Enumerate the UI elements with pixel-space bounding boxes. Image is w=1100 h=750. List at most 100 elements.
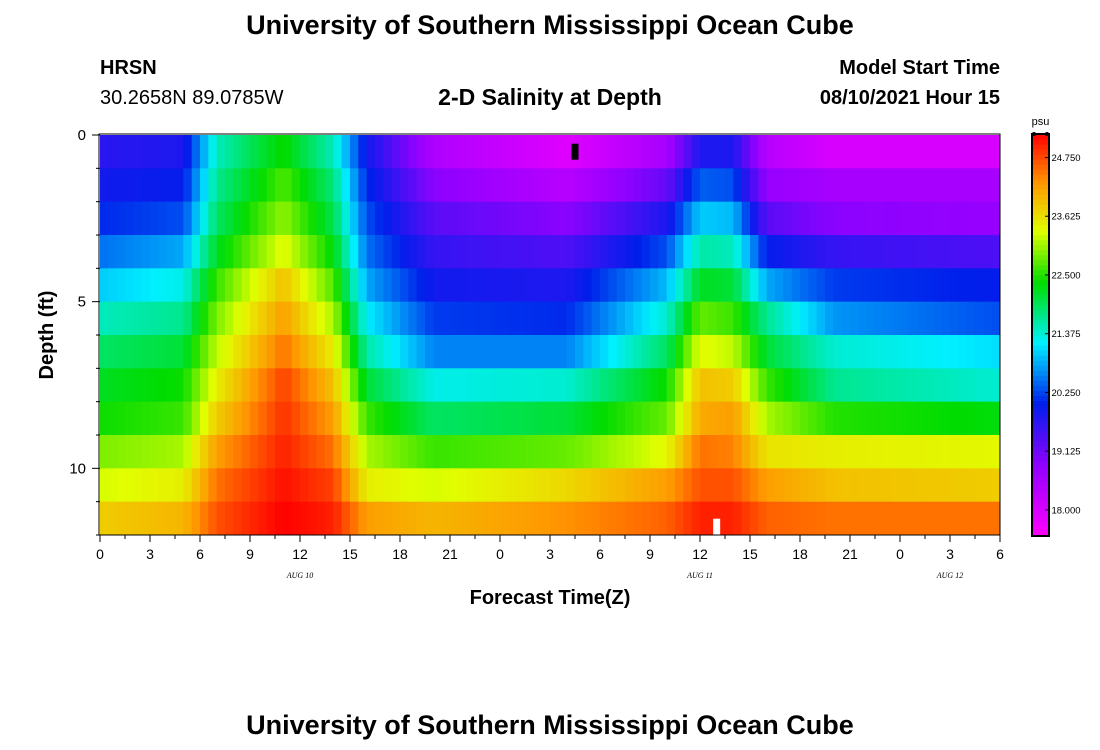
heatmap-cell: [958, 168, 968, 203]
colorbar-swatch: [1032, 425, 1049, 432]
heatmap-cell: [958, 368, 968, 403]
x-axis: 0 3 6 9 12 15 18 21 0 3 6 9 12 15 18 21 0 3 6 AUG 10 AUG 11 A…: [96, 535, 1004, 580]
heatmap-cell: [800, 468, 809, 503]
heatmap-cell: [808, 368, 818, 403]
heatmap-cell: [133, 135, 143, 169]
heatmap-cell: [166, 235, 176, 269]
heatmap-cell: [358, 335, 368, 369]
heatmap-cell: [500, 468, 509, 503]
heatmap-cell: [450, 435, 459, 469]
heatmap-cell: [766, 201, 776, 236]
heatmap-cell: [483, 235, 493, 269]
heatmap-cell: [158, 335, 168, 369]
heatmap-cell: [925, 468, 934, 503]
colorbar-swatch: [1032, 530, 1049, 537]
heatmap-cell: [500, 268, 509, 303]
colorbar-swatch: [1032, 134, 1049, 140]
colorbar: psu 18.000 19.125 20.250 21.375 22.500 23.625 2…: [1031, 116, 1081, 537]
heatmap-cell: [158, 435, 168, 469]
heatmap-cell: [200, 268, 209, 303]
heatmap-cell: [616, 401, 626, 436]
heatmap-cell: [425, 435, 434, 469]
heatmap-cell: [408, 335, 418, 369]
heatmap-cell: [433, 235, 443, 269]
heatmap-cell: [116, 335, 126, 369]
heatmap-cell: [150, 135, 159, 169]
heatmap-cell: [275, 401, 284, 436]
heatmap-cell: [525, 301, 534, 336]
heatmap-cell: [966, 168, 976, 203]
heatmap-cell: [866, 268, 876, 303]
heatmap-cell: [316, 268, 326, 303]
heatmap-cell: [858, 135, 868, 169]
heatmap-cell: [116, 435, 126, 469]
heatmap-cell: [383, 368, 393, 403]
heatmap-cell: [233, 335, 243, 369]
heatmap-cell: [158, 201, 168, 236]
heatmap-cell: [375, 201, 384, 236]
heatmap-cell: [258, 168, 268, 203]
heatmap-cell: [125, 235, 134, 269]
heatmap-cell: [950, 268, 959, 303]
colorbar-end-dot: [1045, 132, 1049, 136]
heatmap-cell: [983, 435, 993, 469]
heatmap-cell: [833, 168, 843, 203]
heatmap-cell: [758, 335, 768, 369]
heatmap-cell: [433, 401, 443, 436]
heatmap-cell: [758, 268, 768, 303]
heatmap-cell: [958, 135, 968, 169]
colorbar-swatch: [1032, 179, 1049, 185]
heatmap-cell: [250, 335, 259, 369]
heatmap-cell: [416, 501, 426, 536]
heatmap-cell: [508, 501, 518, 536]
heatmap-cell: [483, 468, 493, 503]
heatmap-cell: [391, 168, 401, 203]
heatmap-cell: [650, 268, 659, 303]
colorbar-end-dot: [1032, 132, 1036, 136]
heatmap-cell: [991, 201, 1001, 236]
heatmap-cell: [566, 435, 576, 469]
heatmap-cell: [625, 501, 634, 536]
heatmap-cell: [191, 301, 201, 336]
heatmap-cell: [108, 368, 118, 403]
heatmap-cell: [758, 435, 768, 469]
heatmap-cell: [275, 268, 284, 303]
colorbar-swatch: [1032, 505, 1049, 512]
heatmap-cell: [375, 135, 384, 169]
heatmap-cell: [166, 435, 176, 469]
heatmap-cell: [408, 501, 418, 536]
heatmap-cell: [741, 468, 751, 503]
colorbar-swatch: [1032, 244, 1049, 251]
heatmap-cell: [683, 435, 693, 469]
heatmap-cell: [141, 301, 151, 336]
heatmap-cell: [533, 368, 543, 403]
heatmap-cell: [175, 268, 184, 303]
heatmap-cell: [766, 401, 776, 436]
heatmap-cell: [400, 335, 409, 369]
heatmap-cell: [866, 168, 876, 203]
heatmap-cell: [716, 235, 726, 269]
heatmap-cell: [183, 401, 193, 436]
heatmap-cell: [300, 401, 309, 436]
heatmap-cell: [783, 201, 793, 236]
heatmap-cell: [508, 135, 518, 169]
heatmap-cell: [941, 268, 951, 303]
heatmap-cell: [433, 468, 443, 503]
heatmap-cell: [208, 235, 218, 269]
heatmap-cell: [933, 401, 943, 436]
heatmap-cell: [833, 301, 843, 336]
heatmap-cell: [800, 368, 809, 403]
heatmap-cell: [983, 201, 993, 236]
heatmap-cell: [958, 468, 968, 503]
heatmap-cell: [508, 235, 518, 269]
heatmap-cell: [458, 368, 468, 403]
colorbar-swatch: [1032, 319, 1049, 326]
heatmap-cell: [183, 235, 193, 269]
heatmap-cell: [458, 201, 468, 236]
heatmap-cell: [858, 268, 868, 303]
heatmap-cell: [400, 501, 409, 536]
heatmap-cell: [733, 168, 743, 203]
heatmap-cell: [791, 335, 801, 369]
heatmap-cell: [750, 268, 759, 303]
heatmap-cell: [600, 368, 609, 403]
